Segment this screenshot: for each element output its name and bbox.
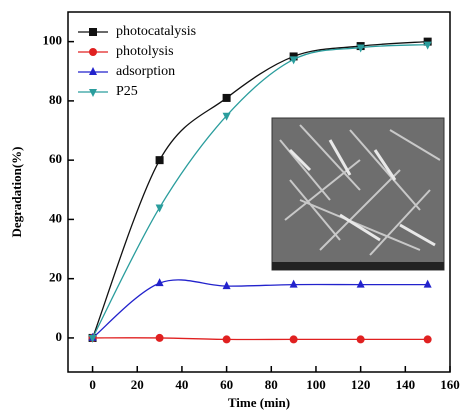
inset-scalebar bbox=[272, 262, 444, 270]
marker bbox=[357, 335, 365, 343]
legend-label: photocatalysis bbox=[116, 24, 196, 39]
x-axis-title: Time (min) bbox=[228, 395, 290, 410]
y-tick-label: 60 bbox=[49, 151, 62, 166]
x-tick-label: 0 bbox=[89, 377, 96, 392]
legend-label: adsorption bbox=[116, 64, 175, 79]
y-tick-label: 40 bbox=[49, 210, 62, 225]
legend-marker bbox=[89, 48, 97, 56]
x-tick-label: 80 bbox=[265, 377, 278, 392]
x-tick-label: 120 bbox=[351, 377, 371, 392]
y-tick-label: 100 bbox=[43, 33, 63, 48]
marker bbox=[290, 335, 298, 343]
marker bbox=[223, 94, 231, 102]
x-tick-label: 60 bbox=[220, 377, 233, 392]
y-axis-title: Degradation(%) bbox=[9, 147, 24, 238]
y-tick-label: 80 bbox=[49, 92, 62, 107]
inset-image bbox=[272, 118, 444, 270]
x-tick-label: 100 bbox=[306, 377, 326, 392]
y-tick-label: 20 bbox=[49, 270, 62, 285]
sem-inset bbox=[272, 118, 444, 270]
marker bbox=[223, 335, 231, 343]
marker bbox=[156, 334, 164, 342]
legend-label: P25 bbox=[116, 84, 138, 99]
x-tick-label: 140 bbox=[396, 377, 416, 392]
legend-marker bbox=[89, 28, 97, 36]
chart: Time (min) Degradation(%) 0 20 40 60 80 100 12… bbox=[0, 0, 463, 412]
x-tick-label: 20 bbox=[131, 377, 144, 392]
marker bbox=[424, 335, 432, 343]
x-tick-label: 160 bbox=[440, 377, 460, 392]
marker bbox=[156, 156, 164, 164]
legend-label: photolysis bbox=[116, 44, 174, 59]
y-tick-label: 0 bbox=[56, 329, 63, 344]
x-tick-label: 40 bbox=[175, 377, 188, 392]
